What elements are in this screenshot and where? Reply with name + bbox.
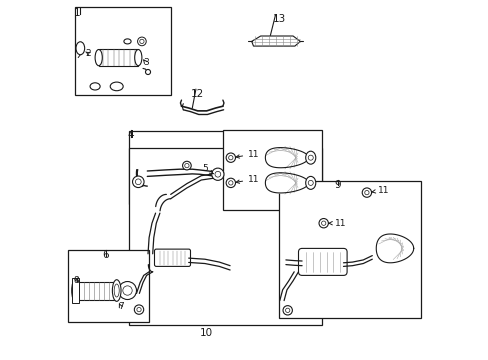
Ellipse shape	[112, 280, 121, 301]
Ellipse shape	[110, 82, 123, 91]
Circle shape	[211, 168, 224, 180]
Circle shape	[321, 221, 325, 225]
Text: 9: 9	[334, 180, 341, 190]
Bar	[129, 148, 321, 325]
Bar	[99, 49, 138, 66]
Ellipse shape	[305, 176, 315, 189]
Bar	[68, 250, 149, 322]
Circle shape	[134, 305, 143, 314]
Circle shape	[285, 308, 289, 312]
Circle shape	[137, 37, 146, 46]
Ellipse shape	[95, 50, 102, 66]
Circle shape	[122, 286, 132, 295]
Circle shape	[118, 282, 136, 300]
Bar	[278, 181, 420, 318]
Circle shape	[283, 306, 292, 315]
Ellipse shape	[76, 42, 84, 55]
Ellipse shape	[305, 151, 315, 164]
Bar	[75, 7, 170, 95]
Text: 6: 6	[102, 250, 109, 260]
Text: 11: 11	[371, 186, 388, 195]
Circle shape	[228, 156, 232, 160]
Circle shape	[307, 155, 313, 160]
Text: 10: 10	[200, 328, 213, 338]
Ellipse shape	[114, 284, 119, 297]
Ellipse shape	[145, 69, 150, 75]
Circle shape	[228, 181, 232, 185]
Text: 13: 13	[273, 14, 286, 24]
Text: 1: 1	[73, 8, 80, 18]
Circle shape	[182, 161, 191, 170]
Bar	[75, 282, 117, 300]
Circle shape	[184, 163, 189, 168]
FancyBboxPatch shape	[154, 249, 190, 266]
Circle shape	[137, 307, 141, 312]
Bar	[129, 131, 226, 204]
FancyBboxPatch shape	[298, 248, 346, 275]
Circle shape	[215, 171, 220, 177]
Text: 12: 12	[190, 89, 203, 99]
Text: 8: 8	[74, 276, 80, 284]
Polygon shape	[251, 36, 300, 46]
Ellipse shape	[72, 280, 79, 301]
Bar	[72, 278, 79, 303]
Polygon shape	[265, 148, 308, 168]
Circle shape	[364, 190, 368, 195]
Text: 7: 7	[118, 302, 123, 311]
Circle shape	[362, 188, 371, 197]
Ellipse shape	[134, 50, 142, 66]
Ellipse shape	[123, 39, 131, 44]
Text: 5: 5	[202, 164, 213, 174]
Circle shape	[135, 179, 141, 185]
Circle shape	[140, 39, 144, 44]
Bar	[223, 130, 321, 210]
Circle shape	[318, 219, 328, 228]
Polygon shape	[265, 173, 308, 193]
Text: 4: 4	[127, 130, 134, 140]
Text: 2: 2	[85, 49, 91, 58]
Circle shape	[132, 176, 144, 188]
Circle shape	[307, 180, 313, 185]
Text: 11: 11	[236, 175, 259, 184]
Polygon shape	[375, 234, 413, 263]
Text: 11: 11	[236, 150, 259, 158]
Circle shape	[225, 178, 235, 188]
Text: 3: 3	[142, 58, 148, 67]
Circle shape	[225, 153, 235, 162]
Text: 11: 11	[328, 219, 346, 228]
Ellipse shape	[90, 83, 100, 90]
